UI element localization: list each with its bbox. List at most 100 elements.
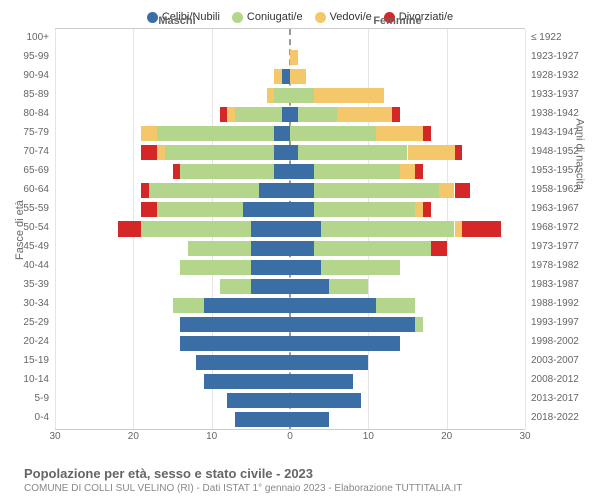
age-label: 95-99 <box>0 52 55 62</box>
age-label: 15-19 <box>0 356 55 366</box>
pyramid-row <box>55 258 525 277</box>
bar-segment <box>423 126 431 141</box>
bar-segment <box>173 298 204 313</box>
pyramid-row <box>55 67 525 86</box>
male-side <box>55 239 290 258</box>
birth-year-axis: ≤ 19221923-19271928-19321933-19371938-19… <box>525 28 600 428</box>
bar-segment <box>392 107 400 122</box>
age-label: 85-89 <box>0 90 55 100</box>
male-side <box>55 86 290 105</box>
male-side <box>55 200 290 219</box>
bar-segment <box>290 107 298 122</box>
age-label: 40-44 <box>0 261 55 271</box>
bar-segment <box>290 317 415 332</box>
bar-segment <box>204 374 290 389</box>
plot-area: Maschi Femmine 3020100102030 <box>55 28 525 430</box>
bar-segment <box>290 412 329 427</box>
x-tick-label: 0 <box>287 431 293 442</box>
bar-segment <box>455 145 463 160</box>
pyramid-row <box>55 48 525 67</box>
bar-segment <box>329 279 368 294</box>
age-label: 65-69 <box>0 166 55 176</box>
gridline <box>525 29 526 429</box>
bar-segment <box>141 145 157 160</box>
male-side <box>55 296 290 315</box>
bar-segment <box>290 374 353 389</box>
female-label: Femmine <box>373 15 421 27</box>
x-tick-label: 30 <box>49 431 60 442</box>
age-label: 60-64 <box>0 185 55 195</box>
birth-year-label: 1948-1952 <box>525 147 600 157</box>
female-side <box>290 277 525 296</box>
bar-segment <box>337 107 392 122</box>
bar-segment <box>415 164 423 179</box>
age-label: 75-79 <box>0 128 55 138</box>
birth-year-label: 1928-1932 <box>525 71 600 81</box>
footer: Popolazione per età, sesso e stato civil… <box>24 466 576 494</box>
male-side <box>55 181 290 200</box>
birth-year-label: 1988-1992 <box>525 299 600 309</box>
bar-segment <box>290 126 376 141</box>
age-label: 35-39 <box>0 280 55 290</box>
female-side <box>290 181 525 200</box>
bar-segment <box>149 183 259 198</box>
x-tick-label: 20 <box>128 431 139 442</box>
age-label: 70-74 <box>0 147 55 157</box>
bar-segment <box>455 221 463 236</box>
bar-segment <box>376 126 423 141</box>
male-side <box>55 162 290 181</box>
bar-segment <box>290 164 314 179</box>
pyramid-row <box>55 86 525 105</box>
bar-segment <box>196 355 290 370</box>
age-label: 20-24 <box>0 337 55 347</box>
female-side <box>290 391 525 410</box>
female-side <box>290 105 525 124</box>
female-side <box>290 258 525 277</box>
chart-title: Popolazione per età, sesso e stato civil… <box>24 466 576 481</box>
pyramid-row <box>55 372 525 391</box>
bar-segment <box>220 107 228 122</box>
pyramid-row <box>55 105 525 124</box>
bar-segment <box>415 202 423 217</box>
bar-segment <box>376 298 415 313</box>
bar-segment <box>180 317 290 332</box>
bar-segment <box>274 126 290 141</box>
age-label: 90-94 <box>0 71 55 81</box>
male-side <box>55 143 290 162</box>
legend-label: Coniugati/e <box>247 11 303 23</box>
bar-segment <box>118 221 142 236</box>
male-side <box>55 410 290 429</box>
bar-segment <box>314 183 439 198</box>
female-side <box>290 86 525 105</box>
male-side <box>55 105 290 124</box>
bar-segment <box>220 279 251 294</box>
bar-segment <box>431 241 447 256</box>
x-tick-label: 10 <box>206 431 217 442</box>
bar-segment <box>314 202 416 217</box>
age-label: 25-29 <box>0 318 55 328</box>
male-side <box>55 334 290 353</box>
birth-year-label: 1938-1942 <box>525 109 600 119</box>
male-side <box>55 219 290 238</box>
male-side <box>55 67 290 86</box>
birth-year-label: 2003-2007 <box>525 356 600 366</box>
bar-segment <box>251 260 290 275</box>
male-side <box>55 391 290 410</box>
population-pyramid-chart: Celibi/NubiliConiugati/eVedovi/eDivorzia… <box>0 0 600 500</box>
bar-segment <box>314 164 400 179</box>
pyramid-row <box>55 219 525 238</box>
birth-year-label: 1968-1972 <box>525 223 600 233</box>
legend-label: Vedovi/e <box>330 11 372 23</box>
chart-subtitle: COMUNE DI COLLI SUL VELINO (RI) - Dati I… <box>24 483 576 494</box>
female-side <box>290 239 525 258</box>
bar-segment <box>251 279 290 294</box>
female-side <box>290 372 525 391</box>
bar-segment <box>235 412 290 427</box>
bar-segment <box>290 355 368 370</box>
age-label: 100+ <box>0 33 55 43</box>
age-label: 80-84 <box>0 109 55 119</box>
pyramid-row <box>55 334 525 353</box>
birth-year-label: 1983-1987 <box>525 280 600 290</box>
female-side <box>290 334 525 353</box>
pyramid-row <box>55 353 525 372</box>
